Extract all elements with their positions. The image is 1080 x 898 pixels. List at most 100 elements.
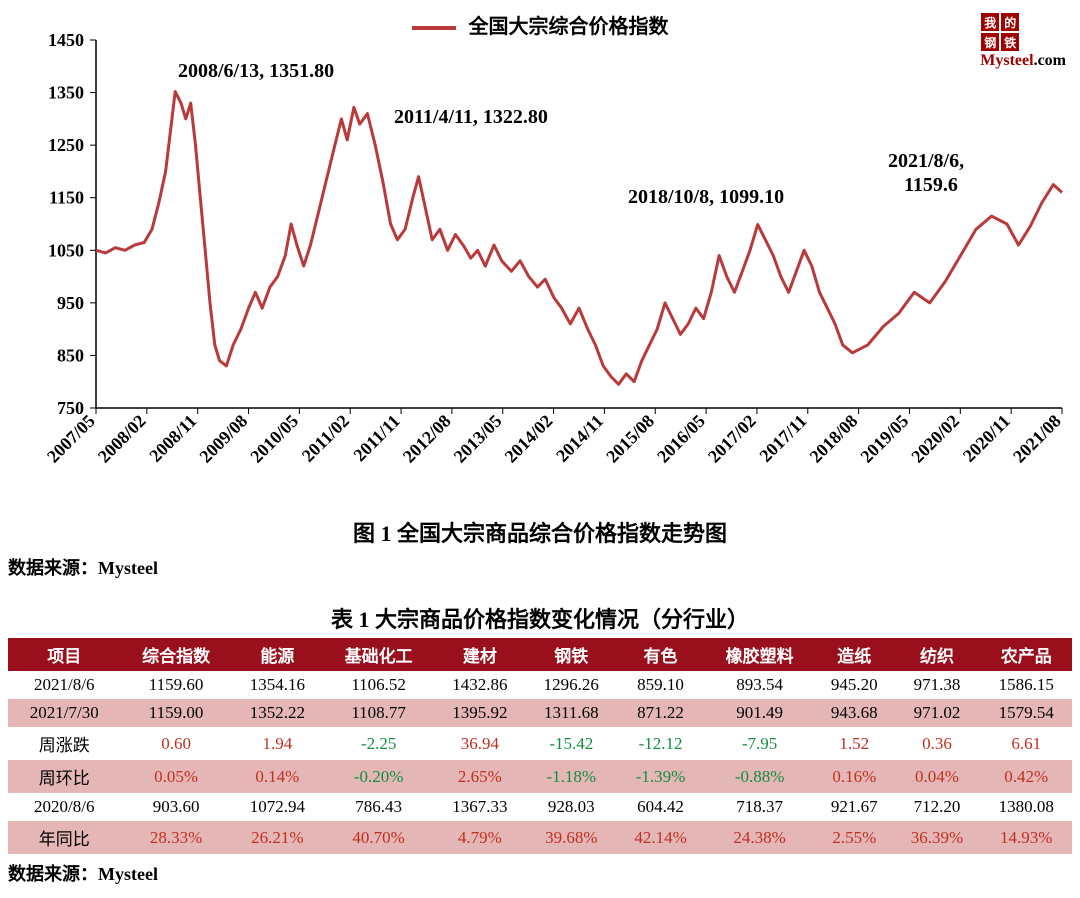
svg-text:2007/05: 2007/05	[43, 411, 99, 467]
table-cell: 971.38	[893, 671, 980, 699]
table-cell: 1354.16	[232, 671, 323, 699]
table-header: 项目	[8, 638, 121, 671]
svg-text:2017/11: 2017/11	[755, 411, 810, 466]
svg-text:950: 950	[57, 293, 84, 313]
table-cell: 1.94	[232, 727, 323, 760]
table-row: 2021/7/301159.001352.221108.771395.92131…	[8, 699, 1072, 727]
svg-text:2010/05: 2010/05	[246, 411, 302, 467]
chart-annotation: 2018/10/8, 1099.10	[628, 186, 784, 209]
svg-text:850: 850	[57, 345, 84, 365]
table-cell: 2.55%	[815, 821, 893, 854]
svg-text:2016/05: 2016/05	[653, 411, 709, 467]
table-cell: -1.18%	[526, 760, 617, 793]
table-cell: -1.39%	[617, 760, 704, 793]
table-cell: -7.95	[704, 727, 815, 760]
svg-text:2020/02: 2020/02	[907, 411, 963, 467]
table-cell: 718.37	[704, 793, 815, 821]
table-cell: 0.05%	[121, 760, 232, 793]
table-cell: 4.79%	[434, 821, 525, 854]
table-cell: 945.20	[815, 671, 893, 699]
table-cell: 1.52	[815, 727, 893, 760]
table-cell: -15.42	[526, 727, 617, 760]
table-cell: -0.20%	[323, 760, 434, 793]
chart-annotation: 1159.6	[904, 174, 958, 197]
table-cell: 36.94	[434, 727, 525, 760]
table-cell: 786.43	[323, 793, 434, 821]
table-cell: 604.42	[617, 793, 704, 821]
figure-title: 图 1 全国大宗商品综合价格指数走势图	[8, 516, 1072, 548]
table-cell: 39.68%	[526, 821, 617, 854]
table-cell: 901.49	[704, 699, 815, 727]
svg-text:1050: 1050	[48, 240, 84, 260]
table-row: 2021/8/61159.601354.161106.521432.861296…	[8, 671, 1072, 699]
table-cell: 1579.54	[981, 699, 1073, 727]
svg-text:2009/08: 2009/08	[195, 411, 251, 467]
table-header: 建材	[434, 638, 525, 671]
row-label: 2021/7/30	[8, 699, 121, 727]
price-index-table: 项目综合指数能源基础化工建材钢铁有色橡胶塑料造纸纺织农产品2021/8/6115…	[8, 638, 1072, 854]
table-cell: 1159.00	[121, 699, 232, 727]
table-cell: 712.20	[893, 793, 980, 821]
table-cell: 24.38%	[704, 821, 815, 854]
table-cell: 1380.08	[981, 793, 1073, 821]
table-header: 农产品	[981, 638, 1073, 671]
data-source-2: 数据来源：Mysteel	[8, 860, 1072, 886]
table-cell: 40.70%	[323, 821, 434, 854]
table-cell: 1432.86	[434, 671, 525, 699]
svg-text:2013/05: 2013/05	[450, 411, 506, 467]
table-cell: 1108.77	[323, 699, 434, 727]
chart-annotation: 2011/4/11, 1322.80	[394, 106, 548, 129]
svg-text:2014/02: 2014/02	[501, 411, 557, 467]
table-cell: 1586.15	[981, 671, 1073, 699]
table-row: 周环比0.05%0.14%-0.20%2.65%-1.18%-1.39%-0.8…	[8, 760, 1072, 793]
table-cell: -2.25	[323, 727, 434, 760]
table-cell: 921.67	[815, 793, 893, 821]
table-header: 基础化工	[323, 638, 434, 671]
table-cell: -12.12	[617, 727, 704, 760]
svg-text:2017/02: 2017/02	[704, 411, 760, 467]
table-row: 2020/8/6903.601072.94786.431367.33928.03…	[8, 793, 1072, 821]
svg-text:2019/05: 2019/05	[856, 411, 912, 467]
svg-text:2021/08: 2021/08	[1009, 411, 1065, 467]
price-index-chart: 全国大宗综合价格指数 我的钢铁 Mysteel.com 750850950105…	[8, 4, 1072, 504]
row-label: 年同比	[8, 821, 121, 854]
chart-svg: 750850950105011501250135014502007/052008…	[8, 4, 1072, 504]
table-cell: 1296.26	[526, 671, 617, 699]
logo-suffix: .com	[1034, 52, 1066, 69]
table-cell: 0.14%	[232, 760, 323, 793]
table-header: 纺织	[893, 638, 980, 671]
table-cell: 1159.60	[121, 671, 232, 699]
table-cell: 28.33%	[121, 821, 232, 854]
svg-text:2011/02: 2011/02	[298, 411, 353, 466]
table-header: 能源	[232, 638, 323, 671]
svg-text:2008/02: 2008/02	[94, 411, 150, 467]
table-header: 有色	[617, 638, 704, 671]
table-cell: 1352.22	[232, 699, 323, 727]
table-cell: 1367.33	[434, 793, 525, 821]
table-cell: 36.39%	[893, 821, 980, 854]
row-label: 周涨跌	[8, 727, 121, 760]
table-header: 钢铁	[526, 638, 617, 671]
svg-text:1150: 1150	[49, 188, 84, 208]
table-cell: 903.60	[121, 793, 232, 821]
chart-legend: 全国大宗综合价格指数	[8, 10, 1072, 39]
table-cell: 0.36	[893, 727, 980, 760]
mysteel-logo: 我的钢铁 Mysteel.com	[980, 12, 1066, 70]
table-cell: 893.54	[704, 671, 815, 699]
table-header: 综合指数	[121, 638, 232, 671]
data-source-1: 数据来源：Mysteel	[8, 554, 1072, 580]
svg-text:2020/11: 2020/11	[959, 411, 1014, 466]
table-cell: 1106.52	[323, 671, 434, 699]
svg-text:2011/11: 2011/11	[349, 411, 403, 465]
table-cell: 42.14%	[617, 821, 704, 854]
legend-label: 全国大宗综合价格指数	[469, 16, 669, 38]
table-cell: 943.68	[815, 699, 893, 727]
table-cell: 1395.92	[434, 699, 525, 727]
table-cell: 928.03	[526, 793, 617, 821]
table-cell: 0.42%	[981, 760, 1073, 793]
table-cell: 2.65%	[434, 760, 525, 793]
table-header: 造纸	[815, 638, 893, 671]
row-label: 周环比	[8, 760, 121, 793]
table-header: 橡胶塑料	[704, 638, 815, 671]
legend-line	[412, 26, 456, 30]
